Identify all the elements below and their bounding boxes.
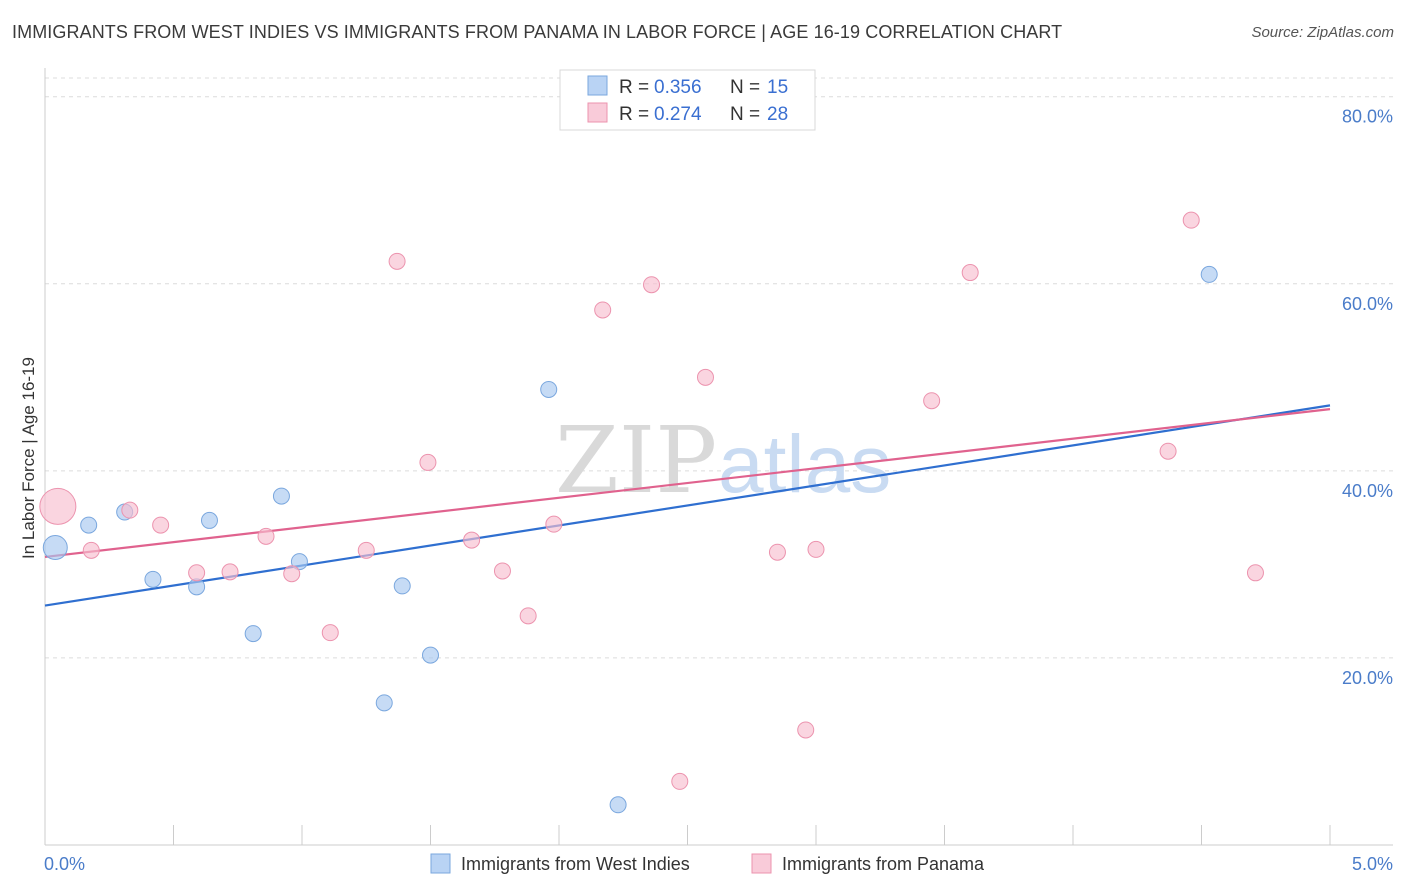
point-panama-22 [807, 540, 825, 558]
stats-legend: R = 0.356 N = 15 R = 0.274 N = 28 [559, 69, 816, 131]
point-panama-6 [257, 527, 275, 545]
point-panama-18 [671, 772, 689, 790]
watermark-atlas: atlas [718, 419, 891, 510]
point-panama-1 [82, 541, 100, 559]
point-west-indies-3 [144, 570, 162, 588]
point-panama-12 [463, 531, 481, 549]
axes [44, 68, 1393, 846]
series-legend-swatch-panama [751, 853, 772, 874]
y-tick-label-0: 20.0% [1342, 668, 1393, 688]
source-credit: Source: ZipAtlas.com [1251, 24, 1394, 41]
legend-r-label-2: R = [619, 104, 649, 125]
point-west-indies-1 [80, 516, 98, 534]
series-legend: Immigrants from West Indies Immigrants f… [430, 853, 985, 874]
series-legend-label-west-indies: Immigrants from West Indies [461, 854, 690, 874]
legend-swatch-panama [587, 102, 608, 123]
x-tick-labels: 0.0% 5.0% [44, 854, 1393, 874]
point-west-indies-13 [609, 796, 627, 814]
legend-n-value-1: 15 [767, 77, 788, 98]
point-panama-2 [121, 501, 139, 519]
point-panama-25 [1159, 442, 1177, 460]
y-tick-label-2: 60.0% [1342, 294, 1393, 314]
point-panama-13 [493, 562, 511, 580]
point-west-indies-6 [244, 625, 262, 643]
point-panama-5 [221, 563, 239, 581]
point-west-indies-0 [42, 535, 68, 561]
point-west-indies-11 [422, 646, 439, 664]
legend-n-label-2: N = [730, 104, 760, 125]
point-west-indies-5 [200, 511, 218, 529]
data-points [39, 211, 1264, 814]
point-panama-20 [768, 543, 786, 561]
series-legend-label-panama: Immigrants from Panama [782, 854, 985, 874]
legend-r-label-1: R = [619, 77, 649, 98]
point-panama-26 [1182, 211, 1200, 229]
point-west-indies-10 [393, 577, 411, 595]
y-tick-labels: 20.0% 40.0% 60.0% 80.0% [1342, 107, 1393, 688]
point-panama-27 [1246, 564, 1264, 582]
point-panama-23 [923, 392, 941, 410]
legend-n-label-1: N = [730, 77, 760, 98]
point-panama-19 [696, 368, 714, 386]
point-panama-8 [321, 624, 339, 642]
point-panama-9 [357, 541, 375, 559]
x-tick-label-0: 0.0% [44, 854, 85, 874]
point-panama-17 [643, 276, 661, 294]
legend-r-value-1: 0.356 [654, 77, 702, 98]
point-west-indies-8 [290, 553, 308, 571]
point-panama-3 [152, 516, 170, 534]
y-tick-label-3: 80.0% [1342, 107, 1393, 127]
series-legend-swatch-west-indies [430, 853, 451, 874]
point-west-indies-9 [375, 694, 393, 712]
y-axis-label: In Labor Force | Age 16-19 [19, 357, 38, 559]
legend-swatch-west-indies [587, 75, 608, 96]
point-panama-24 [961, 264, 979, 282]
point-panama-21 [797, 721, 815, 739]
point-west-indies-12 [540, 380, 558, 398]
point-panama-7 [283, 565, 301, 583]
legend-r-value-2: 0.274 [654, 104, 702, 125]
point-west-indies-7 [272, 487, 290, 505]
grid-lines [45, 77, 1393, 659]
y-tick-label-1: 40.0% [1342, 481, 1393, 501]
point-panama-15 [545, 515, 563, 533]
point-panama-0 [39, 487, 77, 525]
point-west-indies-14 [1200, 265, 1218, 283]
watermark-zip: ZIP [555, 407, 717, 514]
point-panama-4 [188, 564, 206, 582]
point-panama-11 [419, 453, 437, 471]
chart-title: IMMIGRANTS FROM WEST INDIES VS IMMIGRANT… [12, 22, 1063, 42]
x-tick-label-1: 5.0% [1352, 854, 1393, 874]
point-panama-16 [594, 301, 612, 319]
point-panama-14 [519, 607, 537, 625]
legend-n-value-2: 28 [767, 104, 788, 125]
point-panama-10 [388, 252, 406, 270]
trend-line-west-indies [44, 404, 1331, 607]
